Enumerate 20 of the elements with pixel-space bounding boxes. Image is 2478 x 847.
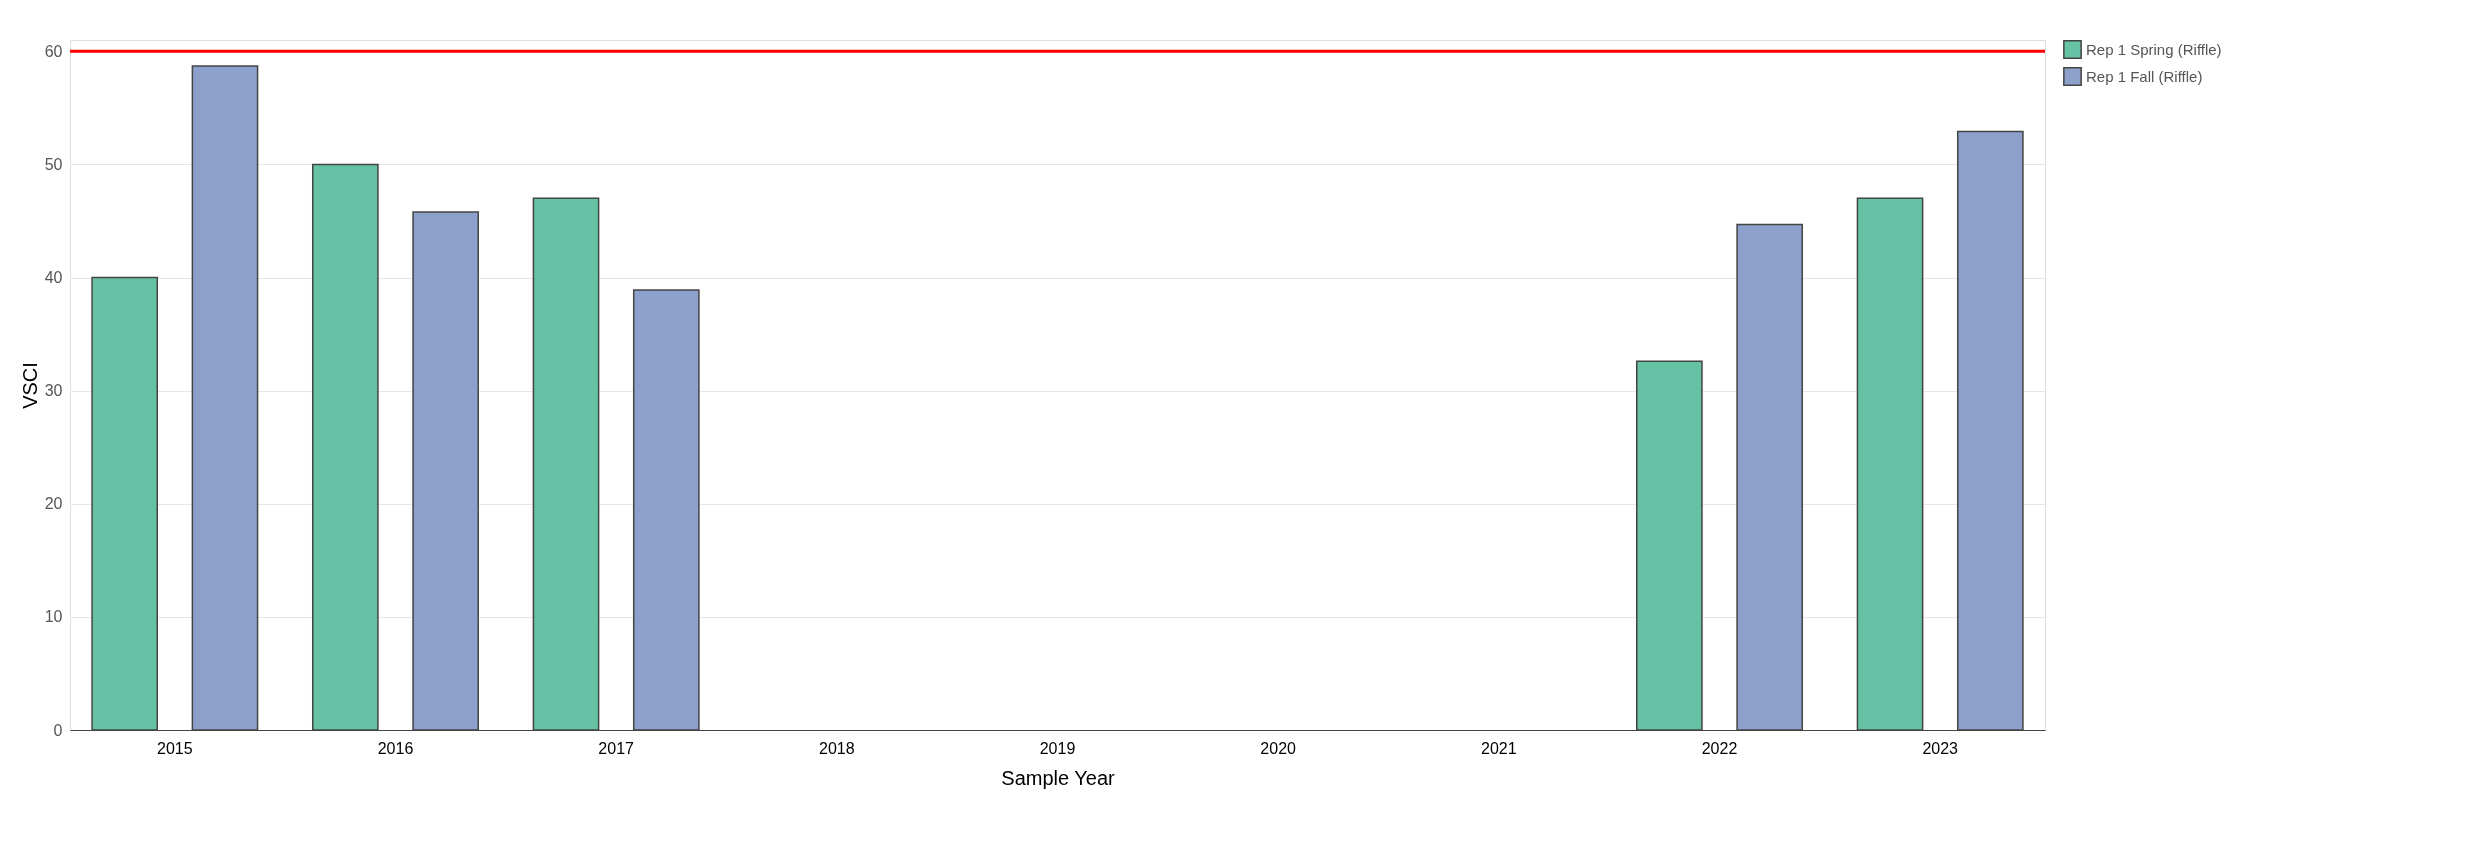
x-tick-label: 2023 [1922, 739, 1959, 757]
x-tick-label: 2019 [1039, 739, 1076, 757]
x-tick-label: 2018 [819, 739, 855, 757]
y-tick-label: 20 [44, 495, 63, 513]
y-tick-label: 60 [44, 42, 63, 60]
x-tick-label: 2017 [598, 739, 635, 757]
y-tick-label: 0 [53, 721, 63, 739]
x-tick-label: 2020 [1260, 739, 1297, 757]
x-tick-label: 2016 [377, 739, 414, 757]
legend-label: Rep 1 Fall (Riffle) [2086, 67, 2203, 85]
x-axis-title: Sample Year [1001, 766, 1116, 789]
x-tick-label: 2022 [1701, 739, 1738, 757]
y-tick-label: 50 [44, 155, 63, 173]
y-axis-title: VSCI [18, 362, 41, 409]
legend-label: Rep 1 Spring (Riffle) [2086, 40, 2222, 58]
x-tick-label: 2015 [157, 739, 193, 757]
x-tick-label: 2021 [1481, 739, 1517, 757]
y-tick-label: 10 [44, 608, 63, 626]
y-tick-label: 40 [44, 269, 63, 287]
y-tick-label: 30 [44, 382, 63, 400]
